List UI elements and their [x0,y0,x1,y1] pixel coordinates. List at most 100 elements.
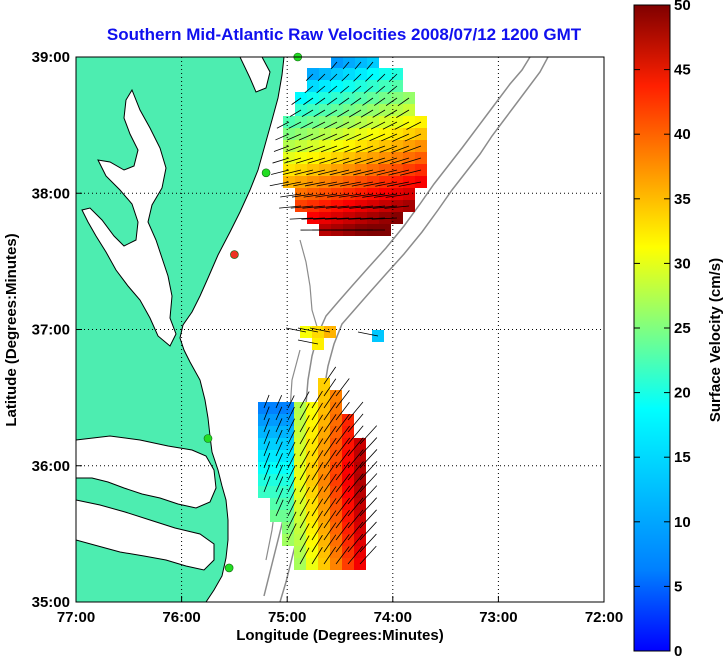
velocity-vector [291,97,302,105]
velocity-vector [341,169,362,176]
velocity-vector [375,85,386,94]
velocity-vector [311,438,324,457]
velocity-vector [297,145,314,153]
velocity-vector [347,497,364,517]
y-tick-label: 38:00 [32,185,70,202]
velocity-vector [347,533,364,553]
velocity-vector [299,511,310,529]
velocity-vector [338,193,362,198]
velocity-vector [304,181,326,187]
velocity-vector [287,511,297,529]
velocity-vector [303,193,326,198]
velocity-vector [328,85,338,94]
velocity-vector [284,157,302,164]
velocity-vector [263,418,270,433]
velocity-vector [369,133,386,142]
x-tick-label: 72:00 [585,609,623,626]
velocity-vector [287,133,302,141]
velocity-vector [300,121,314,129]
velocity-vector [327,193,350,198]
velocity-vector [301,217,326,220]
velocity-vector [340,181,362,187]
velocity-vector [275,441,283,457]
velocity-vector [335,437,351,457]
velocity-vector [282,169,302,175]
chart-title: Southern Mid-Atlantic Raw Velocities 200… [107,25,582,44]
velocity-vectors [263,61,422,565]
velocity-vector [323,510,337,529]
velocity-vector [311,522,323,541]
colorbar-label: Surface Velocity (cm/s) [707,258,724,422]
velocity-vector [335,485,351,505]
velocity-vector [306,169,326,176]
velocity-vector [289,109,302,117]
velocity-vector [366,61,374,70]
velocity-vector [281,181,302,187]
velocity-vector [335,461,351,481]
velocity-vector [325,109,338,118]
velocity-vector [362,97,374,106]
velocity-vector [263,441,271,457]
velocity-vector [335,425,350,445]
velocity-vector [288,121,302,129]
velocity-vector [347,485,364,505]
velocity-vector [299,426,310,445]
velocity-vector [312,121,326,129]
velocity-vector [359,497,378,517]
velocity-vector [275,464,284,481]
colorbar-tick-label: 5 [674,578,682,595]
velocity-vector [334,133,350,141]
velocity-vector [301,109,314,117]
velocity-vector [372,109,386,118]
velocity-vector [285,145,302,153]
velocity-vector [273,145,290,152]
velocity-vector [315,193,338,198]
velocity-vector [344,145,362,153]
radar-station-marker [261,168,271,178]
velocity-vector [348,217,374,220]
grid-lines [76,57,604,602]
velocity-vector [299,415,310,433]
velocity-vector [353,169,374,176]
radar-station-marker [224,563,234,573]
velocity-vector [275,133,290,141]
velocity-vector [311,402,323,421]
velocity-vector [365,73,374,82]
velocity-vector [319,157,338,164]
velocity-vector [323,378,337,397]
velocity-vector [374,97,386,106]
velocity-vector [313,109,326,118]
velocity-vector [289,217,314,220]
velocity-vector [335,522,350,541]
velocity-vector [348,109,362,118]
colorbar-tick-label: 40 [674,126,691,143]
velocity-vector [371,217,398,220]
velocity-vector [370,121,386,130]
x-axis-ticks: 77:00 76:00 75:00 74:00 73:00 72:00 [57,596,623,626]
velocity-vector [389,157,410,165]
velocity-vector [337,109,350,118]
velocity-vector [311,462,324,481]
velocity-vector [345,133,362,141]
velocity-vector [311,498,324,517]
velocity-vector [392,133,410,142]
velocity-vector [363,181,386,187]
velocity-vector [347,546,364,565]
velocity-vector [275,476,284,493]
velocity-vector [323,449,337,469]
velocity-vector [323,534,337,553]
velocity-vector [359,545,377,565]
velocity-vector [299,499,310,517]
velocity-vector [337,205,362,209]
velocity-vector [354,61,362,70]
velocity-vector [359,521,377,541]
velocity-vector [330,61,338,70]
y-axis-label: Latitude (Degrees:Minutes) [3,233,20,426]
velocity-vector [388,169,410,176]
velocity-vector [323,473,337,493]
velocity-vector [335,534,350,553]
velocity-vector [323,414,337,433]
velocity-vector [366,157,386,165]
x-tick-label: 75:00 [268,609,306,626]
